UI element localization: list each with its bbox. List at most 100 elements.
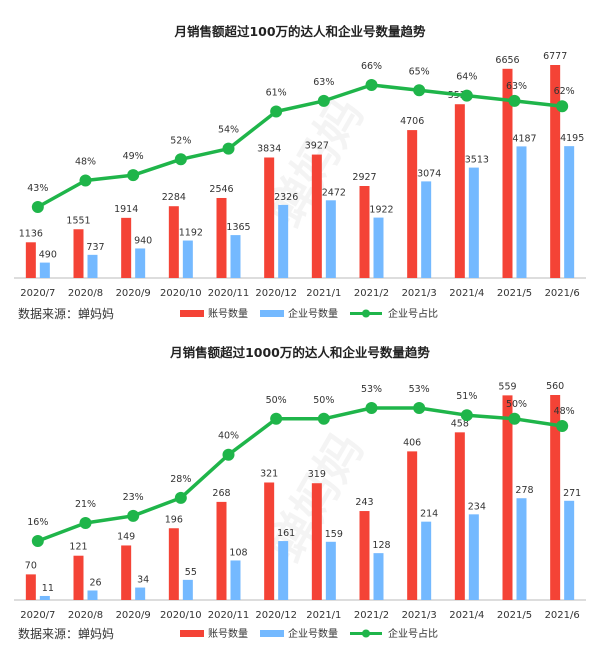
ratio-point: [79, 174, 92, 187]
bar-enterprise: [39, 262, 50, 278]
bar-enterprise: [421, 181, 432, 278]
bar-account: [454, 104, 465, 279]
ratio-point: [556, 100, 569, 113]
bar-account: [454, 432, 465, 600]
x-tick-label: 2020/8: [68, 610, 103, 621]
bar-account-label: 70: [25, 560, 37, 571]
bar-enterprise-label: 2472: [322, 187, 346, 198]
legend-ratio-marker: [362, 629, 370, 638]
ratio-label: 50%: [266, 395, 287, 406]
bar-enterprise-label: 161: [277, 528, 295, 539]
bar-enterprise: [278, 204, 289, 278]
ratio-point: [317, 94, 330, 107]
chart-title: 月销售额超过100万的达人和企业号数量趋势: [173, 24, 426, 39]
ratio-label: 48%: [75, 156, 96, 167]
bar-account: [407, 130, 418, 278]
bar-account: [407, 451, 418, 600]
ratio-label: 54%: [218, 125, 239, 136]
ratio-label: 50%: [313, 395, 334, 406]
x-tick-label: 2021/1: [306, 610, 341, 621]
bar-enterprise-label: 1365: [226, 222, 250, 233]
x-tick-label: 2021/1: [306, 288, 341, 299]
legend-ratio-marker: [362, 309, 370, 318]
ratio-label: 61%: [266, 88, 287, 99]
bar-enterprise-label: 1922: [369, 205, 393, 216]
ratio-label: 52%: [170, 135, 191, 146]
ratio-label: 48%: [554, 406, 575, 417]
ratio-line: [36, 83, 563, 209]
ratio-point: [556, 419, 569, 432]
bar-account-label: 406: [403, 437, 421, 448]
legend-account-label: 账号数量: [208, 627, 248, 640]
bar-enterprise: [516, 146, 527, 278]
ratio-point: [31, 535, 44, 547]
ratio-label: 63%: [313, 77, 334, 88]
bar-enterprise: [373, 217, 384, 278]
bar-account-label: 3927: [305, 141, 329, 152]
legend-ratio-label: 企业号占比: [388, 307, 438, 320]
chart-100w-svg: 蝉妈妈月销售额超过100万的达人和企业号数量趋势11364902020/7155…: [14, 24, 586, 321]
x-tick-label: 2021/3: [402, 610, 437, 621]
bar-enterprise: [468, 167, 479, 278]
bar-enterprise: [230, 235, 241, 278]
bar-enterprise: [373, 553, 384, 600]
bar-enterprise-label: 940: [134, 235, 152, 246]
bar-enterprise: [325, 200, 336, 278]
x-tick-label: 2021/5: [497, 288, 532, 299]
ratio-point: [317, 412, 330, 425]
x-tick-label: 2021/3: [402, 288, 437, 299]
bar-enterprise-label: 3074: [417, 168, 441, 179]
ratio-label: 16%: [27, 517, 48, 528]
x-tick-label: 2021/4: [449, 288, 484, 299]
x-tick-label: 2020/7: [20, 610, 55, 621]
x-tick-label: 2020/12: [255, 610, 297, 621]
bar-enterprise-label: 1192: [179, 228, 203, 239]
bar-enterprise-label: 4195: [560, 133, 584, 144]
x-tick-label: 2020/11: [208, 610, 250, 621]
x-tick-label: 2020/9: [116, 610, 151, 621]
bar-enterprise: [564, 146, 575, 278]
ratio-label: 51%: [456, 391, 477, 402]
ratio-point: [270, 412, 283, 425]
x-tick-label: 2021/6: [545, 288, 580, 299]
ratio-line: [37, 406, 563, 543]
bar-enterprise-label: 159: [325, 529, 343, 540]
x-tick-label: 2021/2: [354, 610, 389, 621]
bar-enterprise: [87, 590, 98, 600]
ratio-point: [174, 491, 187, 504]
bar-enterprise-label: 11: [42, 583, 54, 594]
bar-account: [73, 229, 84, 278]
bar-enterprise: [516, 498, 527, 600]
bar-enterprise: [135, 587, 146, 600]
x-tick-label: 2020/9: [116, 288, 151, 299]
legend-ratio-label: 企业号占比: [388, 627, 438, 640]
ratio-point: [413, 84, 426, 97]
x-tick-label: 2020/10: [160, 288, 202, 299]
bar-account-label: 1136: [19, 228, 43, 239]
bar-account-label: 3834: [257, 143, 281, 154]
bar-enterprise-label: 128: [372, 540, 390, 551]
bar-account: [168, 206, 179, 278]
x-tick-label: 2020/12: [255, 288, 297, 299]
bar-enterprise-label: 26: [89, 577, 101, 588]
bar-enterprise: [278, 541, 289, 600]
bar-account: [311, 483, 322, 600]
ratio-label: 65%: [409, 66, 430, 77]
bar-account: [121, 217, 132, 278]
ratio-point: [79, 517, 92, 530]
bar-enterprise-label: 2326: [274, 192, 298, 203]
ratio-point: [222, 448, 235, 461]
x-tick-label: 2020/8: [68, 288, 103, 299]
bar-account-label: 458: [451, 418, 469, 429]
chart-1000w-svg: 蝉妈妈月销售额超过1000万的达人和企业号数量趋势70112020/712126…: [14, 345, 586, 641]
bar-account-label: 2927: [352, 172, 376, 183]
ratio-point: [222, 142, 235, 155]
ratio-label: 62%: [554, 86, 575, 97]
bar-account: [550, 395, 561, 600]
chart-panel-1000w: 蝉妈妈 月销售额超过1000万的达人和企业号数量趋势 70 11 2020/7 121 26…: [0, 335, 600, 671]
chart-title: 月销售额超过1000万的达人和企业号数量趋势: [169, 345, 430, 360]
bar-enterprise-label: 214: [420, 509, 438, 520]
bar-account: [216, 197, 227, 278]
legend-enterprise-swatch: [260, 630, 284, 637]
bar-enterprise: [87, 254, 98, 278]
